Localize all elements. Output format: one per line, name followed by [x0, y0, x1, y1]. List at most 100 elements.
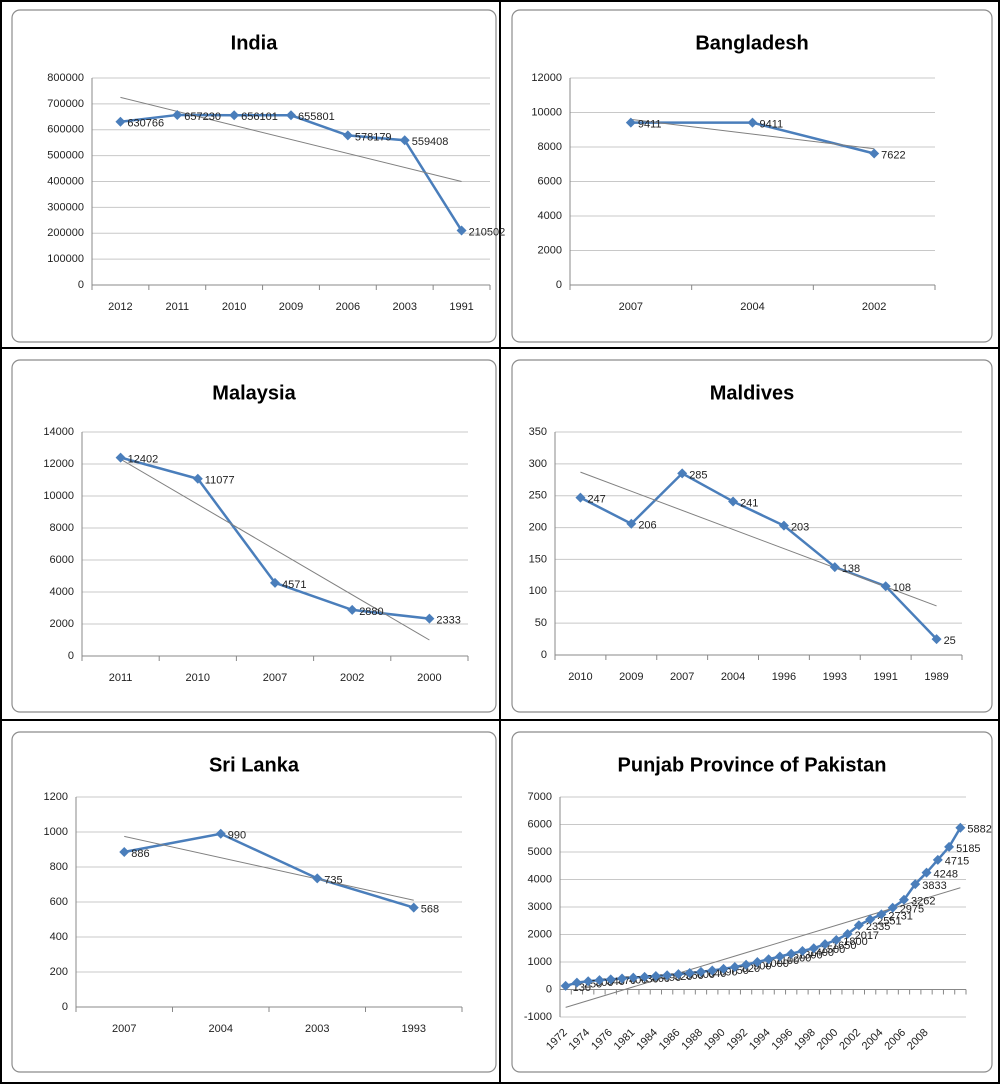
data-point	[869, 148, 880, 159]
x-tick-label: 2012	[108, 301, 132, 313]
data-label: 5185	[956, 843, 980, 855]
y-tick-label: 300	[529, 458, 547, 470]
y-tick-label: 8000	[50, 522, 74, 534]
y-tick-label: 50	[535, 617, 547, 629]
data-label: 657230	[184, 111, 221, 123]
y-tick-label: 2000	[528, 928, 552, 940]
data-point	[347, 604, 358, 615]
x-tick-label: 2011	[109, 672, 133, 684]
x-tick-label: 2003	[392, 301, 416, 313]
y-tick-label: 800000	[47, 72, 84, 84]
data-point	[456, 225, 467, 236]
data-point	[571, 977, 582, 988]
data-label: 735	[324, 874, 342, 886]
y-tick-label: 250	[529, 490, 547, 502]
x-tick-label: 1993	[402, 1023, 426, 1035]
chart-title: India	[231, 32, 279, 54]
data-label: 3262	[911, 896, 935, 908]
x-tick-label: 2007	[619, 301, 643, 313]
data-point	[752, 957, 763, 967]
y-tick-label: 6000	[528, 818, 552, 830]
data-label: 9411	[760, 119, 784, 131]
y-tick-label: 300000	[47, 201, 84, 213]
y-tick-label: 3000	[528, 901, 552, 913]
data-label: 9411	[638, 119, 662, 131]
y-tick-label: 14000	[43, 426, 74, 438]
data-point	[662, 970, 673, 981]
data-label: 4715	[945, 856, 969, 868]
data-point	[399, 135, 410, 146]
data-point	[172, 109, 183, 120]
y-tick-label: 2000	[538, 244, 562, 256]
x-tick-label: 1993	[823, 671, 847, 683]
y-tick-label: 4000	[528, 873, 552, 885]
data-point	[831, 935, 842, 945]
data-point	[786, 948, 797, 959]
y-tick-label: 4000	[50, 586, 74, 598]
y-tick-label: 0	[68, 650, 74, 662]
data-label: 7622	[881, 149, 905, 161]
chart-frame	[511, 359, 993, 713]
data-point	[424, 613, 435, 624]
chart-frame	[511, 9, 993, 343]
data-point	[778, 520, 789, 531]
data-point	[684, 968, 695, 978]
x-tick-label: 2009	[619, 671, 643, 683]
data-point	[865, 914, 876, 925]
x-tick-label: 1991	[873, 671, 897, 683]
data-label: 2017	[855, 930, 879, 942]
y-tick-label: 0	[78, 279, 84, 291]
data-point	[594, 975, 605, 986]
data-point	[673, 969, 684, 980]
data-point	[115, 452, 126, 463]
y-tick-label: 12000	[43, 458, 74, 470]
x-tick-label: 2002	[340, 672, 364, 684]
trend-line	[630, 118, 875, 150]
y-tick-label: 7000	[528, 791, 552, 803]
data-label: 2880	[359, 606, 383, 618]
data-label: 206	[638, 520, 656, 532]
y-tick-label: 0	[546, 983, 552, 995]
data-point	[312, 873, 323, 884]
data-label: 108	[893, 582, 911, 594]
data-point	[876, 909, 887, 920]
data-point	[342, 130, 353, 141]
data-point	[677, 468, 688, 479]
y-tick-label: 1200	[44, 791, 68, 803]
x-tick-label: 2010	[186, 672, 210, 684]
x-tick-label: 2007	[112, 1023, 136, 1035]
data-label: 285	[689, 469, 707, 481]
y-tick-label: 0	[556, 279, 562, 291]
chart-title: Punjab Province of Pakistan	[618, 754, 887, 776]
x-tick-label: 2007	[263, 672, 287, 684]
data-point	[728, 496, 739, 507]
trend-line	[580, 471, 937, 607]
data-label: 241	[740, 497, 758, 509]
data-label: 2551	[877, 915, 901, 927]
data-point	[842, 929, 853, 940]
x-tick-label: 2004	[740, 301, 764, 313]
data-point	[286, 110, 296, 121]
data-point	[119, 846, 130, 857]
x-tick-label: 2011	[165, 301, 189, 313]
data-point	[192, 473, 203, 484]
y-tick-label: 6000	[538, 175, 562, 187]
x-tick-label: 1989	[924, 671, 948, 683]
y-tick-label: 5000	[528, 846, 552, 858]
y-tick-label: 200000	[47, 227, 84, 239]
trend-line	[120, 458, 430, 641]
y-tick-label: 200	[50, 966, 68, 978]
data-label: 4248	[934, 869, 958, 881]
y-tick-label: 4000	[538, 210, 562, 222]
data-label: 138	[842, 563, 860, 575]
y-tick-label: 100000	[47, 253, 84, 265]
data-point	[270, 577, 280, 588]
data-label: 203	[791, 522, 809, 534]
data-point	[829, 562, 840, 573]
data-label: 630766	[127, 118, 164, 130]
chart-title: Malaysia	[212, 382, 296, 404]
data-label: 1800	[843, 936, 867, 948]
data-point	[763, 954, 774, 965]
x-tick-label: 2004	[209, 1023, 233, 1035]
y-tick-label: 400	[50, 931, 68, 943]
